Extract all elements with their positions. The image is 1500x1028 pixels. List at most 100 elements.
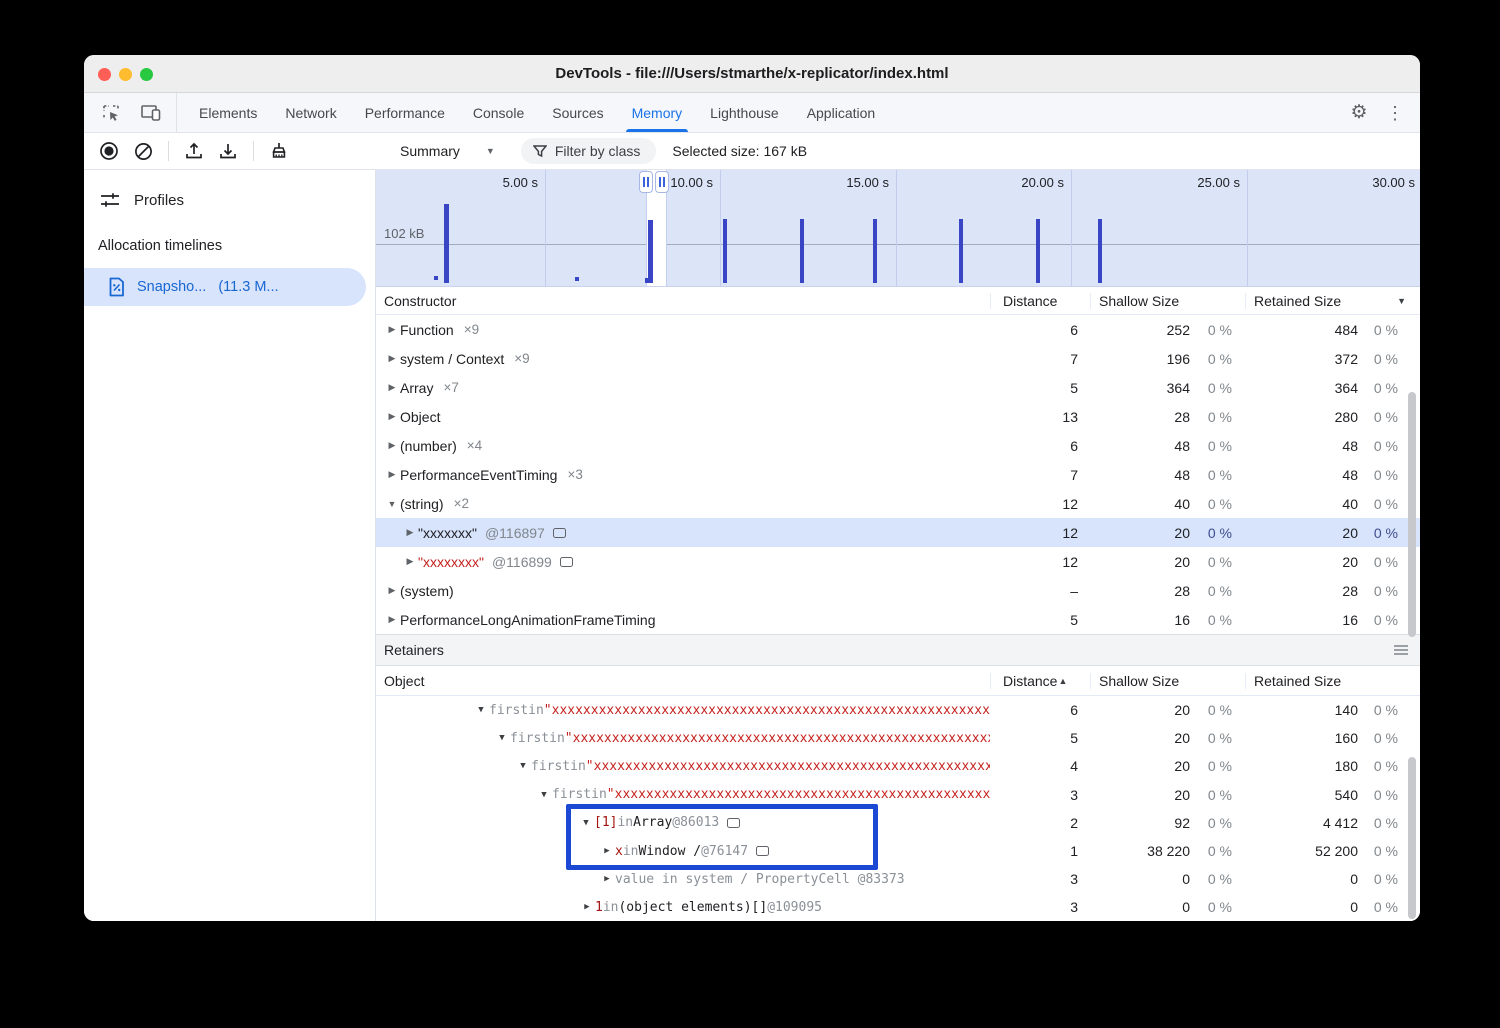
retainer-row[interactable]: ▶ 1 in (object elements)[] @109095 3 0 0 % 0 0… xyxy=(376,893,1420,921)
distance-cell: 3 xyxy=(1070,786,1078,803)
retained-size-cell: 372 0 % xyxy=(1334,350,1398,367)
tab-lighthouse[interactable]: Lighthouse xyxy=(710,104,779,121)
shallow-size-cell: 20 0 % xyxy=(1174,553,1232,570)
retainers-menu-icon[interactable] xyxy=(1394,645,1408,655)
inspect-element-icon[interactable] xyxy=(98,100,124,126)
constructor-scrollbar[interactable] xyxy=(1408,392,1416,637)
retainers-retained-column-header[interactable]: Retained Size xyxy=(1245,672,1420,689)
retained-size-cell: 364 0 % xyxy=(1334,379,1398,396)
retained-size-cell: 20 0 % xyxy=(1342,553,1398,570)
retainers-scrollbar[interactable] xyxy=(1408,757,1416,919)
tab-console[interactable]: Console xyxy=(472,104,525,121)
shallow-size-cell: 20 0 % xyxy=(1174,524,1232,541)
constructor-row[interactable]: ▶ system / Context ×9 7 196 0 % 372 0 % xyxy=(376,344,1420,373)
load-profile-icon[interactable] xyxy=(181,138,207,164)
distance-cell: 6 xyxy=(1070,437,1078,454)
constructor-row[interactable]: ▶ PerformanceLongAnimationFrameTiming 5 16 0… xyxy=(376,605,1420,634)
constructor-column-header[interactable]: Constructor xyxy=(384,292,457,309)
selection-handle-right[interactable] xyxy=(655,171,669,193)
retained-size-cell: 4 412 0 % xyxy=(1322,814,1398,831)
retained-size-cell: 40 0 % xyxy=(1342,495,1398,512)
constructor-row[interactable]: ▼ (string) ×2 12 40 0 % 40 0 % xyxy=(376,489,1420,518)
constructor-name: Function xyxy=(400,321,454,338)
object-column-header[interactable]: Object xyxy=(384,672,425,689)
clear-profiles-icon[interactable] xyxy=(130,138,156,164)
constructor-row[interactable]: ▶ "xxxxxxx" @116897 12 20 0 % 20 0 % xyxy=(376,518,1420,547)
constructor-row[interactable]: ▶ Function ×9 6 252 0 % 484 0 % xyxy=(376,315,1420,344)
retained-size-cell: 280 0 % xyxy=(1334,408,1398,425)
distance-cell: 5 xyxy=(1070,611,1078,628)
retainer-text: in xyxy=(570,758,586,774)
tab-performance[interactable]: Performance xyxy=(364,104,445,121)
constructor-row[interactable]: ▶ (number) ×4 6 48 0 % 48 0 % xyxy=(376,431,1420,460)
disclosure-right-icon: ▶ xyxy=(584,902,590,913)
constructor-name: PerformanceLongAnimationFrameTiming xyxy=(400,611,656,628)
retainer-row[interactable]: ▼ first in "xxxxxxxxxxxxxxxxxxxxxxxxxxxxx… xyxy=(376,780,1420,809)
allocation-timeline[interactable]: 102 kB 5.00 s 10.00 s 15.00 s 20.00 s 25.00 … xyxy=(376,170,1420,287)
retained-size-column-header[interactable]: Retained Size ▼ xyxy=(1245,292,1420,309)
tab-application[interactable]: Application xyxy=(806,104,876,121)
retainers-distance-column-header[interactable]: Distance ▲ xyxy=(990,672,1090,689)
shallow-size-cell: 92 0 % xyxy=(1174,814,1232,831)
retainer-text: [1] xyxy=(594,815,618,831)
timeline-tick-label: 5.00 s xyxy=(502,175,538,190)
distance-cell: – xyxy=(1070,582,1078,599)
disclosure-right-icon: ▶ xyxy=(388,324,396,334)
devtools-tabbar: Elements Network Performance Console Sources… xyxy=(84,93,1420,133)
disclosure-right-icon: ▶ xyxy=(388,585,396,595)
snapshot-item[interactable]: Snapsho... (11.3 M... xyxy=(84,268,366,306)
minimize-window-button[interactable] xyxy=(119,67,132,81)
retainer-text: first xyxy=(489,702,529,718)
constructor-name-cell: ▼ (string) ×2 xyxy=(376,496,990,512)
retainer-object-cell: ▶ 1 in (object elements)[] @109095 xyxy=(376,900,990,915)
device-toolbar-icon[interactable] xyxy=(138,100,164,126)
constructor-row[interactable]: ▶ "xxxxxxxx" @116899 12 20 0 % 20 0 % xyxy=(376,547,1420,576)
more-options-icon[interactable]: ⋮ xyxy=(1386,102,1404,123)
tab-memory[interactable]: Memory xyxy=(618,93,697,132)
zoom-window-button[interactable] xyxy=(140,67,153,81)
allocation-bar xyxy=(1098,219,1102,283)
retainer-text: in xyxy=(622,843,639,859)
tab-elements[interactable]: Elements xyxy=(199,104,258,121)
perspective-select[interactable]: Summary xyxy=(400,143,460,159)
allocation-bar xyxy=(1036,219,1040,283)
retained-size-cell: 16 0 % xyxy=(1342,611,1398,628)
retainer-row[interactable]: ▶ x in Window / @76147 1 38 220 0 % 52 200 0 % xyxy=(376,836,1420,866)
retainer-row[interactable]: ▶ value in system / PropertyCell @83373 3 0… xyxy=(376,865,1420,894)
retainers-shallow-column-header[interactable]: Shallow Size xyxy=(1090,672,1245,689)
distance-cell: 6 xyxy=(1070,702,1078,719)
constructor-row[interactable]: ▶ Array ×7 5 364 0 % 364 0 % xyxy=(376,373,1420,402)
retained-size-cell: 160 0 % xyxy=(1334,730,1398,747)
memory-main-panel: 102 kB 5.00 s 10.00 s 15.00 s 20.00 s 25.00 … xyxy=(376,170,1420,921)
instance-count: ×9 xyxy=(463,322,480,337)
retainer-row[interactable]: ▼ first in "xxxxxxxxxxxxxxxxxxxxxxxxxxxxx… xyxy=(376,724,1420,753)
save-profile-icon[interactable] xyxy=(215,138,241,164)
retainer-row[interactable]: ▼ first in "xxxxxxxxxxxxxxxxxxxxxxxxxxxxx… xyxy=(376,752,1420,781)
disclosure-down-icon: ▼ xyxy=(387,498,397,509)
retainer-row[interactable]: ▼ first in "xxxxxxxxxxxxxxxxxxxxxxxxxxxxx… xyxy=(376,696,1420,725)
retained-size-cell: 48 0 % xyxy=(1342,466,1398,483)
traffic-lights xyxy=(98,55,153,93)
filter-by-class-input[interactable]: Filter by class xyxy=(520,138,657,164)
disclosure-down-icon: ▼ xyxy=(583,817,589,828)
retainer-row[interactable]: ▼ [1] in Array @86013 2 92 0 % 4 412 0 % xyxy=(376,808,1420,837)
constructor-name-cell: ▶ Object xyxy=(376,409,990,425)
selection-handle-left[interactable] xyxy=(639,171,653,193)
shallow-size-column-header[interactable]: Shallow Size xyxy=(1090,292,1245,309)
settings-gear-icon[interactable]: ⚙ xyxy=(1350,102,1368,123)
constructor-row[interactable]: ▶ PerformanceEventTiming ×3 7 48 0 % 48 0 % xyxy=(376,460,1420,489)
constructor-name-cell: ▶ (system) xyxy=(376,583,990,599)
retainer-object-cell: ▶ x in Window / @76147 xyxy=(376,844,990,859)
collect-garbage-icon[interactable] xyxy=(266,138,292,164)
constructor-row[interactable]: ▶ Object 13 28 0 % 280 0 % xyxy=(376,402,1420,431)
constructor-row[interactable]: ▶ (system) – 28 0 % 28 0 % xyxy=(376,576,1420,605)
retainer-text: "xxxxxxxxxxxxxxxxxxxxxxxxxxxxxxxxxxxxxxx… xyxy=(564,730,990,746)
record-heap-icon[interactable] xyxy=(96,138,122,164)
retainer-rows: ▼ first in "xxxxxxxxxxxxxxxxxxxxxxxxxxxxx… xyxy=(376,696,1420,921)
close-window-button[interactable] xyxy=(98,67,111,81)
distance-column-header[interactable]: Distance xyxy=(990,292,1090,309)
tab-network[interactable]: Network xyxy=(285,104,337,121)
tab-sources[interactable]: Sources xyxy=(552,104,604,121)
